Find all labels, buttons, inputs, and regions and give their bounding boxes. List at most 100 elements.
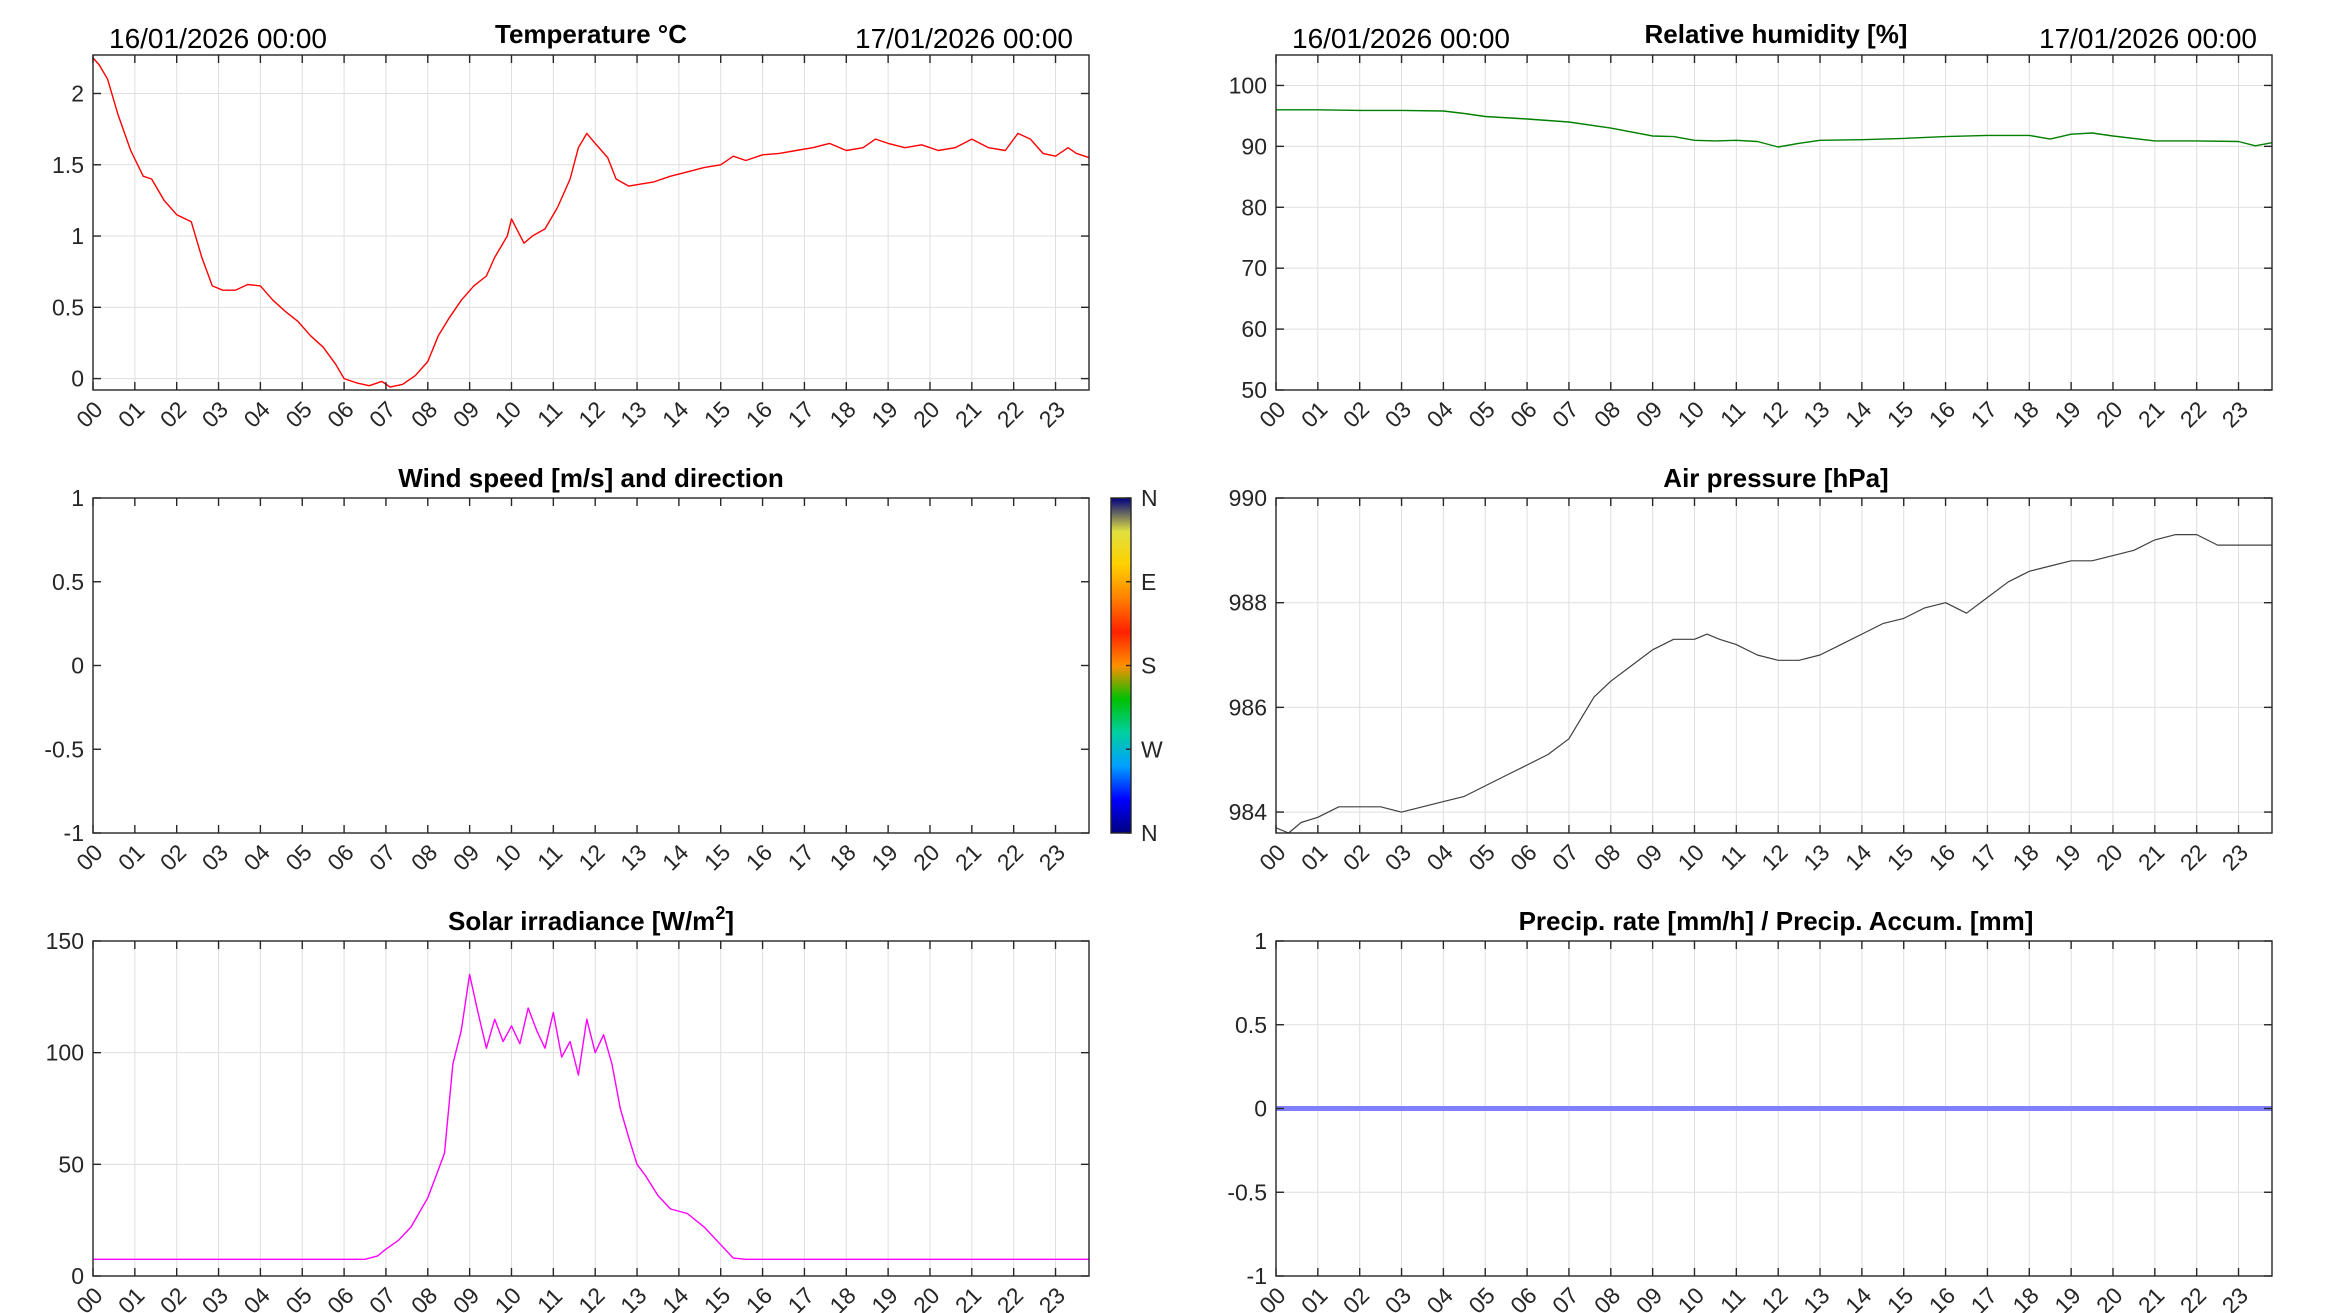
temperature-chart: Temperature °C 16/01/2026 00:00 17/01/20… bbox=[52, 19, 1090, 433]
precip-xtick-label: 21 bbox=[2133, 1282, 2169, 1313]
wind-axes bbox=[92, 497, 1090, 834]
temperature-xtick-label: 13 bbox=[615, 396, 651, 432]
pressure-xtick-label: 08 bbox=[1589, 839, 1625, 875]
temperature-title: Temperature °C bbox=[495, 19, 687, 49]
wind-xtick-label: 14 bbox=[657, 839, 694, 876]
humidity-ytick-label: 100 bbox=[1229, 72, 1267, 98]
precip-xtick-label: 15 bbox=[1882, 1282, 1918, 1313]
pressure-ytick-label: 990 bbox=[1229, 485, 1267, 511]
temperature-xtick-label: 02 bbox=[155, 396, 191, 432]
humidity-start-label: 16/01/2026 00:00 bbox=[1292, 23, 1510, 54]
precip-ytick-label: 0.5 bbox=[1235, 1012, 1267, 1038]
wind-colorbar-label: S bbox=[1141, 653, 1156, 679]
temperature-xtick-label: 20 bbox=[908, 396, 944, 432]
temperature-xtick-label: 07 bbox=[364, 396, 400, 432]
solar-xtick-label: 23 bbox=[1034, 1282, 1070, 1313]
solar-title-main: Solar irradiance [W/m bbox=[448, 906, 715, 936]
pressure-ytick-label: 984 bbox=[1229, 799, 1268, 825]
wind-colorbar-label: N bbox=[1141, 485, 1158, 511]
pressure-xtick-label: 16 bbox=[1924, 839, 1960, 875]
temperature-ytick-label: 2 bbox=[71, 80, 84, 106]
precip-xtick-label: 22 bbox=[2175, 1282, 2211, 1313]
precip-xtick-label: 17 bbox=[1966, 1282, 2002, 1313]
pressure-xtick-label: 22 bbox=[2175, 839, 2211, 875]
temperature-xtick-label: 05 bbox=[280, 396, 316, 432]
temperature-xtick-label: 16 bbox=[741, 396, 777, 432]
temperature-series-line bbox=[92, 57, 1090, 388]
humidity-xtick-label: 23 bbox=[2217, 396, 2253, 432]
precip-xtick-label: 01 bbox=[1296, 1282, 1332, 1313]
solar-xtick-label: 01 bbox=[113, 1282, 149, 1313]
wind-xtick-label: 05 bbox=[280, 839, 316, 875]
precip-xtick-label: 19 bbox=[2049, 1282, 2085, 1313]
humidity-xtick-label: 18 bbox=[2007, 396, 2043, 432]
precip-ytick-label: -1 bbox=[1247, 1263, 1267, 1289]
precip-xtick-label: 02 bbox=[1338, 1282, 1374, 1313]
pressure-xtick-label: 15 bbox=[1882, 839, 1918, 875]
pressure-series-line bbox=[1275, 533, 2272, 834]
humidity-xtick-label: 14 bbox=[1840, 396, 1877, 433]
humidity-xtick-label: 19 bbox=[2049, 396, 2085, 432]
wind-colorbar-label: E bbox=[1141, 569, 1156, 595]
solar-xtick-label: 06 bbox=[322, 1282, 358, 1313]
solar-xtick-label: 07 bbox=[364, 1282, 400, 1313]
solar-xtick-label: 12 bbox=[573, 1282, 609, 1313]
humidity-ytick-label: 60 bbox=[1241, 316, 1267, 342]
precip-xtick-label: 11 bbox=[1715, 1283, 1750, 1313]
wind-xtick-label: 13 bbox=[615, 839, 651, 875]
temperature-xtick-label: 11 bbox=[532, 397, 567, 432]
precip-title: Precip. rate [mm/h] / Precip. Accum. [mm… bbox=[1519, 906, 2034, 936]
precip-xtick-label: 05 bbox=[1463, 1282, 1499, 1313]
precip-xtick-label: 12 bbox=[1756, 1282, 1792, 1313]
pressure-xtick-label: 17 bbox=[1966, 839, 2002, 875]
solar-axes bbox=[92, 940, 1090, 1277]
wind-xtick-label: 07 bbox=[364, 839, 400, 875]
temperature-xtick-label: 23 bbox=[1034, 396, 1070, 432]
precip-xtick-label: 13 bbox=[1798, 1282, 1834, 1313]
solar-xtick-label: 20 bbox=[908, 1282, 944, 1313]
precip-xtick-label: 07 bbox=[1547, 1282, 1583, 1313]
pressure-xtick-label: 14 bbox=[1840, 839, 1877, 876]
temperature-xtick-label: 08 bbox=[406, 396, 442, 432]
wind-title: Wind speed [m/s] and direction bbox=[398, 463, 783, 493]
solar-ytick-label: 50 bbox=[58, 1151, 84, 1177]
solar-xtick-label: 04 bbox=[238, 1282, 275, 1313]
pressure-xtick-label: 06 bbox=[1505, 839, 1541, 875]
wind-colorbar-label: W bbox=[1141, 736, 1163, 762]
humidity-xtick-label: 15 bbox=[1882, 396, 1918, 432]
temperature-xtick-label: 22 bbox=[992, 396, 1028, 432]
wind-xtick-label: 12 bbox=[573, 839, 609, 875]
precip-ytick-label: -0.5 bbox=[1227, 1179, 1267, 1205]
precip-xtick-label: 18 bbox=[2007, 1282, 2043, 1313]
pressure-xtick-label: 11 bbox=[1715, 840, 1750, 875]
temperature-xtick-label: 00 bbox=[71, 396, 107, 432]
solar-xtick-label: 14 bbox=[657, 1282, 694, 1313]
solar-ytick-label: 100 bbox=[46, 1040, 84, 1066]
temperature-xtick-label: 04 bbox=[238, 396, 275, 433]
pressure-xtick-label: 20 bbox=[2091, 839, 2127, 875]
pressure-ytick-label: 986 bbox=[1229, 694, 1267, 720]
pressure-xtick-label: 21 bbox=[2133, 839, 2169, 875]
solar-xtick-label: 08 bbox=[406, 1282, 442, 1313]
pressure-xtick-label: 05 bbox=[1463, 839, 1499, 875]
pressure-xtick-label: 23 bbox=[2217, 839, 2253, 875]
temperature-xtick-label: 03 bbox=[197, 396, 233, 432]
precip-xtick-label: 04 bbox=[1421, 1282, 1458, 1313]
humidity-xtick-label: 07 bbox=[1547, 396, 1583, 432]
wind-xtick-label: 17 bbox=[783, 839, 819, 875]
temperature-xtick-label: 21 bbox=[950, 396, 986, 432]
precip-xtick-label: 03 bbox=[1380, 1282, 1416, 1313]
humidity-xtick-label: 17 bbox=[1966, 396, 2002, 432]
solar-ytick-label: 150 bbox=[46, 928, 84, 954]
humidity-chart: Relative humidity [%] 16/01/2026 00:00 1… bbox=[1229, 19, 2273, 433]
solar-ytick-label: 0 bbox=[71, 1263, 84, 1289]
wind-xtick-label: 19 bbox=[866, 839, 902, 875]
wind-xtick-label: 16 bbox=[741, 839, 777, 875]
humidity-xtick-label: 09 bbox=[1631, 396, 1667, 432]
wind-xtick-label: 22 bbox=[992, 839, 1028, 875]
humidity-end-label: 17/01/2026 00:00 bbox=[2039, 23, 2257, 54]
wind-xtick-label: 23 bbox=[1034, 839, 1070, 875]
precip-xtick-label: 16 bbox=[1924, 1282, 1960, 1313]
solar-xtick-label: 02 bbox=[155, 1282, 191, 1313]
precip-ytick-label: 0 bbox=[1254, 1096, 1267, 1122]
